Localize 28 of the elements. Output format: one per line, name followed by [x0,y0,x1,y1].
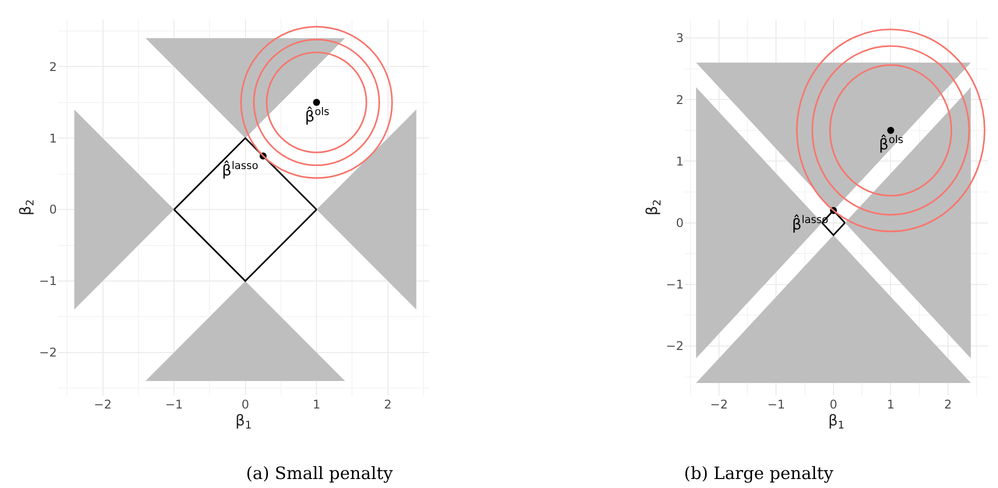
annotation: β̂$^{lasso}$ [222,160,258,180]
y-tick-label: −2 [39,346,57,360]
annotation: β̂$^{ols}$ [305,106,330,126]
x-tick-label: 2 [944,397,952,412]
x-tick-label: −2 [710,397,728,412]
x-tick-label: 1 [886,397,895,412]
text: (b) Large penalty [684,464,834,484]
y-tick-label: 1 [676,154,684,168]
x-tick-label: 1 [312,397,320,412]
annotation: β̂$^{ols}$ [879,134,904,154]
y-tick-label: 0 [676,216,684,230]
y-tick-label: 1 [49,131,57,146]
y-tick-label: 2 [676,92,684,107]
y-tick-label: −2 [666,339,684,354]
y-tick-label: 3 [676,31,684,46]
x-tick-label: −2 [94,397,112,412]
x-axis-title: β$_{1}$ [235,411,252,432]
y-tick-label: 0 [49,202,57,217]
text: (a) Small penalty [246,464,394,484]
x-tick-label: 0 [830,397,838,412]
x-tick-label: −1 [767,397,786,412]
x-tick-label: −1 [165,397,183,412]
y-tick-label: 2 [49,60,57,74]
x-axis-title: β$_{1}$ [828,411,844,432]
x-tick-label: 0 [241,397,250,412]
y-tick-label: −1 [39,274,57,288]
x-tick-label: 2 [384,397,392,412]
y-tick-label: −1 [666,278,684,292]
